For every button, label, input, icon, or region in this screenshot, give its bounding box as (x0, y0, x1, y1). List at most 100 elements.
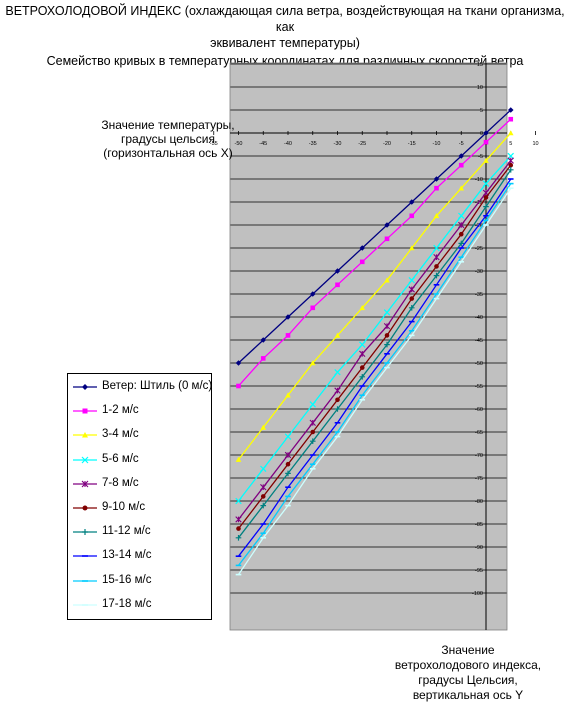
data-point (236, 383, 241, 389)
y-tick-label: -100 (472, 591, 483, 597)
y-tick-label: 10 (477, 85, 483, 91)
data-point (309, 401, 316, 408)
series (236, 162, 514, 531)
x-tick-label: -15 (408, 141, 416, 147)
data-point (408, 286, 415, 293)
data-point (235, 360, 242, 366)
data-point (82, 432, 88, 438)
data-point (260, 356, 266, 361)
y-tick-label: -5 (478, 154, 483, 160)
data-point (334, 368, 341, 376)
data-point (383, 323, 391, 330)
data-point (335, 397, 340, 403)
legend-label: 13-14 м/с (102, 549, 152, 562)
data-point (359, 350, 366, 357)
data-point (235, 497, 242, 505)
x-tick-label: -45 (259, 141, 267, 147)
legend-label: 11-12 м/с (102, 525, 151, 538)
data-point (82, 505, 88, 511)
data-point (508, 116, 514, 122)
data-point (434, 264, 439, 269)
data-point (235, 535, 242, 541)
series (235, 107, 514, 366)
data-point (82, 408, 88, 414)
data-point (384, 341, 390, 348)
y-tick-label: 15 (477, 62, 483, 68)
y-tick-label: -75 (475, 476, 483, 482)
data-point (433, 213, 440, 219)
data-point (260, 337, 267, 343)
data-point (507, 157, 514, 164)
y-tick-label: -90 (475, 545, 483, 551)
data-point (260, 502, 267, 509)
legend-swatch (73, 384, 97, 390)
series (235, 152, 514, 505)
series-line (237, 183, 512, 566)
data-point (359, 341, 366, 348)
data-point (359, 365, 365, 370)
series (236, 116, 514, 389)
legend-item: 15-16 м/с (72, 571, 210, 593)
y-tick-label: -65 (475, 430, 483, 436)
series-line (237, 169, 512, 539)
data-point (334, 268, 341, 274)
data-point (408, 245, 415, 251)
data-point (260, 424, 267, 430)
data-point (433, 272, 440, 279)
legend-item: Ветер: Штиль (0 м/с) (72, 377, 212, 399)
data-point (359, 245, 366, 251)
x-tick-label: -5 (459, 141, 464, 147)
y-tick-label: -25 (475, 246, 483, 252)
title-line-2: эквивалент температуры) (210, 36, 360, 50)
x-tick-label: -25 (358, 141, 366, 147)
data-point (508, 162, 514, 168)
legend-swatch (73, 579, 97, 582)
data-point (334, 406, 341, 412)
legend-swatch (73, 408, 97, 414)
data-point (285, 461, 291, 467)
data-point (433, 244, 440, 252)
data-point (235, 456, 242, 462)
y-tick-label: -35 (475, 292, 483, 298)
y-axis-label-line: Значение (441, 643, 495, 657)
data-point (483, 139, 489, 145)
data-point (285, 333, 291, 338)
title-line-1: ВЕТРОХОЛОДОВОЙ ИНДЕКС (охлаждающая сила … (5, 4, 565, 34)
y-tick-label: -40 (475, 315, 483, 321)
series (235, 130, 514, 462)
y-tick-label: -70 (475, 453, 483, 459)
y-axis-label-line: ветрохолодового индекса, (394, 658, 542, 672)
data-point (260, 465, 267, 473)
data-point (433, 176, 440, 182)
data-point (409, 296, 415, 301)
data-point (408, 276, 415, 284)
data-point (433, 254, 440, 261)
legend-label: 17-18 м/с (102, 597, 152, 610)
data-point (359, 374, 366, 380)
y-axis-label-line: вертикальная ось Y (412, 688, 524, 702)
data-point (359, 305, 366, 311)
y-tick-label: -80 (475, 499, 483, 505)
y-tick-label: -50 (475, 361, 483, 367)
data-point (483, 203, 489, 210)
y-tick-label: -15 (475, 200, 483, 206)
x-tick-label: -10 (433, 141, 441, 147)
data-point (285, 392, 291, 398)
x-axis-label-line: Значение температуры, (101, 118, 235, 132)
data-point (507, 130, 514, 136)
data-point (285, 314, 291, 320)
legend-item: 13-14 м/с (72, 546, 210, 568)
data-point (334, 387, 341, 394)
data-point (285, 470, 291, 477)
data-point (482, 180, 490, 187)
data-point (82, 384, 88, 390)
y-tick-label: -60 (475, 407, 483, 413)
data-point (236, 526, 241, 531)
series-group (235, 107, 514, 576)
data-point (458, 231, 464, 237)
x-axis-label-line: (горизонтальная ось X) (103, 146, 233, 160)
series (235, 187, 514, 576)
axes (230, 63, 507, 630)
legend-item: 3-4 м/с (72, 425, 210, 447)
